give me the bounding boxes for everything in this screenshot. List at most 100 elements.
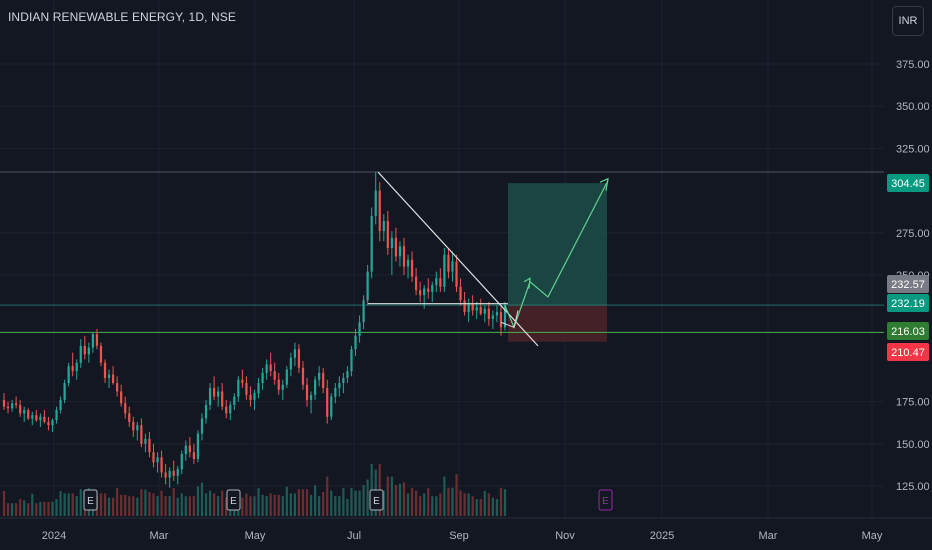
volume-bar [249, 496, 252, 516]
volume-bar [103, 493, 107, 516]
volume-bar [164, 496, 167, 516]
volume-bar [136, 497, 139, 516]
volume-bar [358, 490, 361, 516]
price-tags: 304.45 232.57 232.19 216.03 210.47 [887, 174, 929, 361]
candle-body [305, 384, 309, 400]
candle-body [79, 345, 82, 363]
currency-button[interactable]: INR [892, 6, 924, 36]
volume-bar [225, 497, 228, 516]
earnings-marker[interactable]: E [598, 489, 613, 511]
volume-bar [326, 476, 329, 516]
volume-bar [160, 490, 163, 516]
price-tag-label: 216.03 [891, 326, 925, 338]
y-tick-label: 125.00 [896, 481, 930, 493]
volume-bar [71, 493, 74, 516]
price-tag [887, 174, 929, 192]
y-tick-label: 150.00 [896, 439, 930, 451]
volume-bar [406, 493, 410, 516]
volume-bar [79, 489, 82, 516]
candle-body [152, 452, 155, 463]
candle-body [495, 312, 499, 316]
candle-body [273, 371, 276, 380]
earnings-marker-label: E [87, 496, 94, 507]
volume-bar [354, 490, 357, 516]
x-tick-label: Sep [449, 530, 469, 542]
volume-bar [27, 503, 30, 516]
position-zones[interactable] [508, 183, 607, 342]
candle-body [245, 383, 248, 395]
volume-bar [196, 486, 200, 516]
volume-bar [427, 488, 430, 516]
candle-body [281, 384, 284, 390]
candle-body [354, 335, 357, 350]
volume-bar [463, 493, 466, 516]
candle-body [309, 394, 313, 400]
candle-body [277, 379, 280, 390]
volume-bar [172, 488, 175, 516]
candle-body [200, 418, 204, 434]
candle-body [471, 303, 474, 311]
candle-body [107, 374, 111, 378]
volume-bar [156, 496, 159, 516]
candle-body [95, 334, 99, 346]
volume-bar [342, 488, 345, 516]
candle-body [176, 469, 179, 476]
candle-body [455, 261, 458, 287]
volume-bar [116, 488, 119, 516]
symbol-title[interactable]: INDIAN RENEWABLE ENERGY, 1D, NSE [8, 10, 236, 24]
volume-bar [503, 489, 507, 516]
candle-body [322, 372, 325, 389]
candle-body [475, 307, 478, 311]
volume-bar [415, 490, 418, 516]
candle-body [467, 303, 470, 313]
volume-bars [2, 464, 507, 516]
candle-body [31, 415, 34, 419]
volume-bar [168, 496, 171, 516]
candle-body [253, 393, 256, 400]
volume-bar [212, 493, 216, 516]
candle-body [415, 276, 418, 291]
volume-bar [435, 496, 438, 516]
volume-bar [483, 491, 486, 516]
volume-bar [273, 494, 276, 516]
volume-bar [366, 479, 369, 516]
pattern-drawings[interactable] [368, 171, 609, 347]
time-axis[interactable]: 2024 Mar May Jul Sep Nov 2025 Mar May [42, 530, 883, 542]
horizontal-levels[interactable] [0, 171, 884, 333]
candle-body [221, 391, 224, 407]
price-tag [887, 275, 929, 293]
candle-body [39, 416, 42, 421]
volume-bar [455, 474, 458, 516]
candle-body [459, 286, 462, 301]
candle-body [156, 457, 159, 463]
candle-body [168, 470, 171, 478]
earnings-marker-box [598, 489, 613, 511]
price-tag-label: 232.57 [891, 279, 925, 291]
volume-bar [59, 491, 62, 516]
volume-bar [305, 489, 309, 516]
candle-body [229, 404, 232, 414]
candle-body [75, 362, 78, 372]
volume-bar [338, 496, 341, 516]
candle-body [237, 379, 240, 397]
candle-body [148, 438, 151, 453]
candle-body [370, 215, 373, 272]
earnings-marker[interactable]: E [226, 489, 241, 511]
volume-bar [245, 493, 248, 516]
earnings-marker[interactable]: E [369, 489, 384, 511]
volume-bar [451, 487, 454, 516]
earnings-marker[interactable]: E [83, 489, 98, 511]
candle-body [479, 307, 482, 314]
candle-body [398, 246, 402, 257]
candle-body [160, 457, 163, 473]
y-tick-label: 275.00 [896, 228, 930, 240]
candle-body [180, 453, 183, 470]
candle-body [374, 190, 377, 216]
candle-body [330, 396, 333, 417]
volume-bar [47, 501, 50, 516]
volume-bar [257, 488, 260, 516]
volume-bar [346, 499, 349, 516]
x-tick-label: May [862, 530, 883, 542]
